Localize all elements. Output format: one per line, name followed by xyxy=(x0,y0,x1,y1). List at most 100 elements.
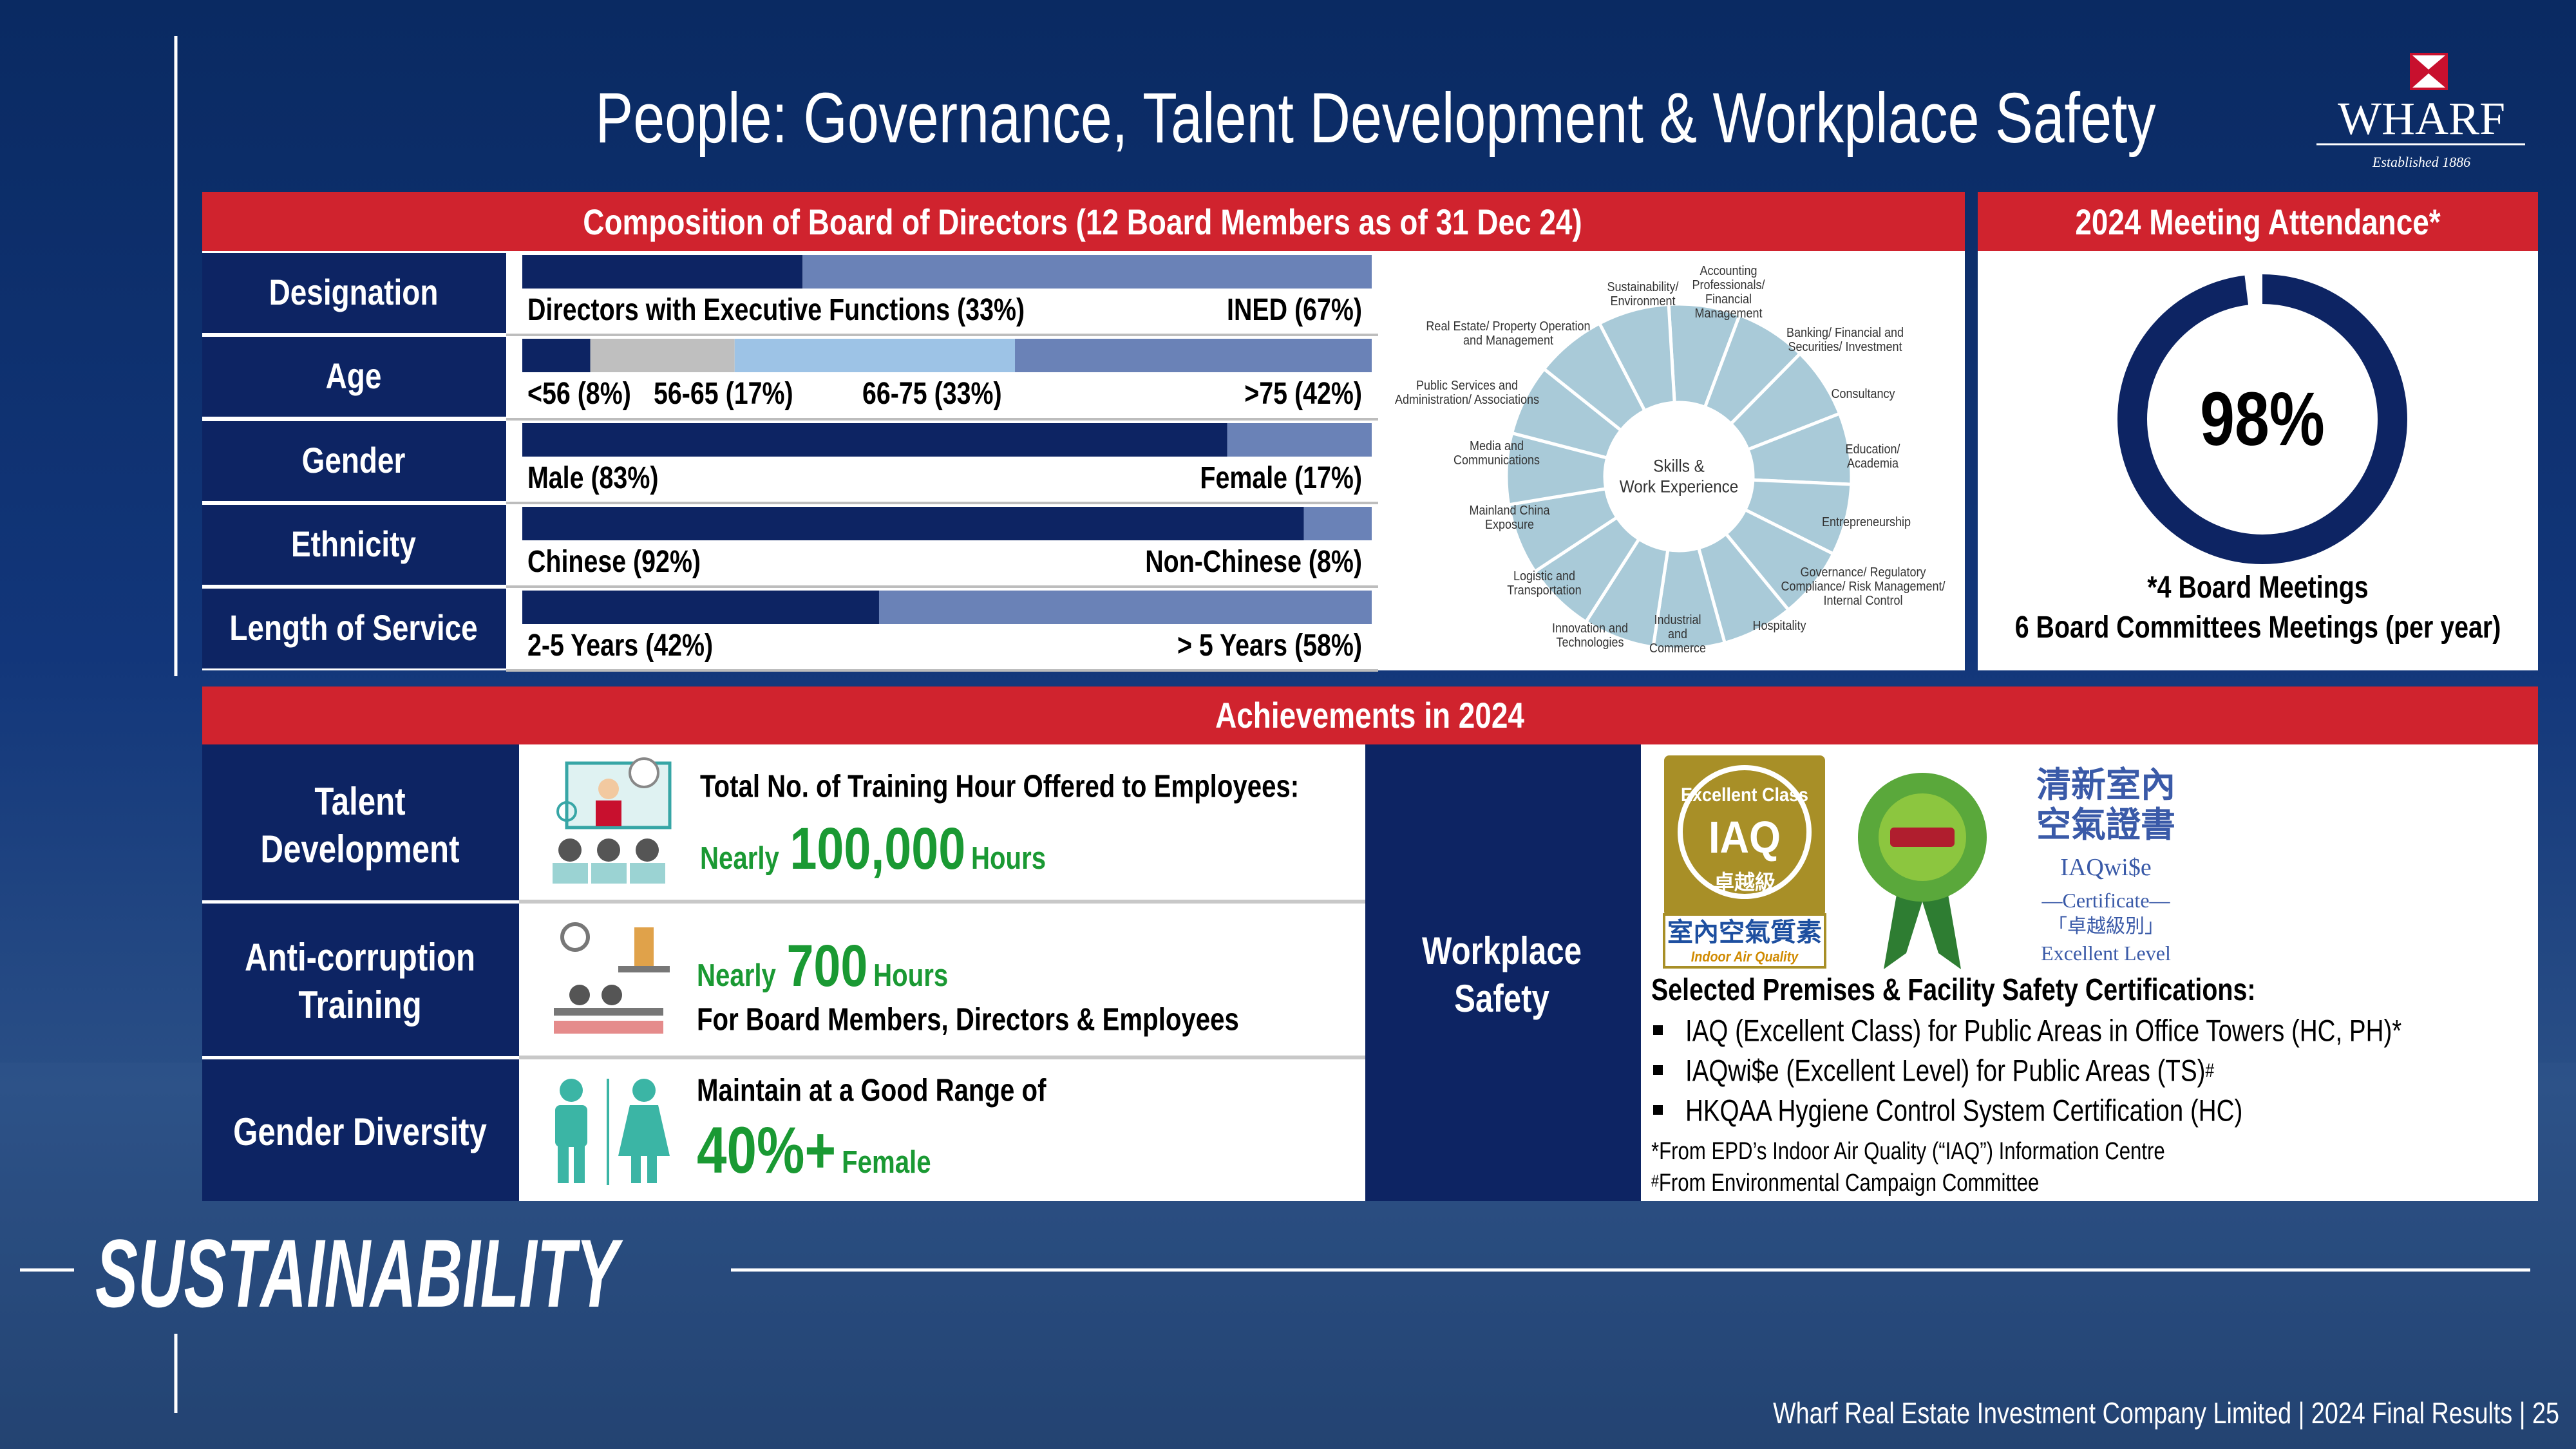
row-label: Anti-corruption xyxy=(244,936,476,979)
footer-source: Wharf Real Estate Investment Company Lim… xyxy=(1773,1396,2559,1430)
logo-text: 清新室內 xyxy=(2036,766,2175,804)
skill-label: Public Services and xyxy=(1416,379,1519,393)
skill-label: Logistic and xyxy=(1513,569,1576,583)
certification-item: IAQwi$e (Excellent Level) for Public Are… xyxy=(1685,1056,2214,1086)
logo-text: Indoor Air Quality xyxy=(1690,949,1799,965)
segment-label: >75 (42%) xyxy=(1244,377,1362,411)
skill-label: Professionals/ xyxy=(1692,278,1765,292)
bar-segment xyxy=(802,255,1372,289)
achievement-heading: Maintain at a Good Range of xyxy=(697,1073,1046,1108)
logo-text: IAQ xyxy=(1708,812,1781,862)
row-label-cell xyxy=(202,337,506,417)
certification-item: IAQ (Excellent Class) for Public Areas i… xyxy=(1685,1016,2401,1046)
training-icon xyxy=(553,757,672,884)
skill-label: Financial xyxy=(1705,292,1752,307)
certification-heading: Selected Premises & Facility Safety Cert… xyxy=(1651,973,2256,1007)
segment-label: Non-Chinese (8%) xyxy=(1145,545,1362,579)
panel xyxy=(1978,251,2538,670)
skill-label: Administration/ Associations xyxy=(1394,393,1540,407)
logo-text: 空氣證書 xyxy=(2036,806,2175,844)
row-label: Gender xyxy=(301,440,406,480)
bar-segment xyxy=(1303,507,1372,540)
iaq-logo xyxy=(1663,755,1826,969)
attendance-note: 6 Board Committees Meetings (per year) xyxy=(2014,611,2501,645)
row-label: Workplace xyxy=(1422,929,1582,972)
text-part: Hours xyxy=(873,958,949,993)
segment-label: INED (67%) xyxy=(1227,293,1362,327)
label-cell xyxy=(202,744,519,900)
segment-label: 2-5 Years (42%) xyxy=(527,629,714,663)
row-label-cell xyxy=(202,505,506,585)
skill-label: Mainland China xyxy=(1469,504,1550,518)
text-part: *From EPD’s Indoor Air Quality (“IAQ”) I… xyxy=(1651,1138,2165,1165)
logo-text: —Certificate— xyxy=(2041,889,2170,912)
section-header xyxy=(202,687,2538,744)
text-part: IAQwi$e (Excellent Level) for Public Are… xyxy=(1685,1053,2206,1088)
skill-label: Media and xyxy=(1469,439,1524,453)
attendance-arc xyxy=(2117,274,2407,564)
skill-label: Exposure xyxy=(1484,518,1535,532)
row-label: Designation xyxy=(269,272,439,312)
skill-label: Communications xyxy=(1453,453,1540,468)
bullet xyxy=(1653,1105,1663,1115)
seal-logo xyxy=(1858,773,1987,969)
logo-text: 「卓越級別」 xyxy=(2048,916,2164,937)
label-cell xyxy=(202,904,519,1056)
logo-text: Excellent Level xyxy=(2041,942,2171,965)
skill-label: Accounting xyxy=(1700,264,1757,278)
label-cell xyxy=(202,1059,519,1201)
segment-label: 66-75 (33%) xyxy=(862,377,1002,411)
text-part: 40%+ xyxy=(697,1113,837,1187)
attendance-note: *4 Board Meetings xyxy=(2147,571,2369,605)
skill-label: Education/ xyxy=(1845,442,1900,457)
skill-label: Compliance/ Risk Management/ xyxy=(1781,580,1946,594)
superscript: # xyxy=(2205,1060,2215,1082)
skill-label: Real Estate/ Property Operation xyxy=(1426,319,1591,334)
text-part: Nearly xyxy=(700,841,779,876)
row-label: Length of Service xyxy=(229,607,478,648)
row-label: Development xyxy=(260,828,460,871)
achievement-figure: Nearly 700 Hours xyxy=(697,936,948,996)
row-label: Talent xyxy=(314,780,406,823)
bar-segment xyxy=(522,507,1304,540)
row-label: Training xyxy=(298,983,422,1027)
skill-label: Technologies xyxy=(1556,636,1624,650)
section-title: 2024 Meeting Attendance* xyxy=(2075,202,2441,242)
skill-label: Banking/ Financial and xyxy=(1786,326,1904,340)
skill-label: Consultancy xyxy=(1831,387,1895,401)
segment-label: Directors with Executive Functions (33%) xyxy=(527,293,1025,327)
skill-label: and xyxy=(1667,627,1688,641)
logo-name: WHARF xyxy=(2337,93,2506,144)
skill-label: Internal Control xyxy=(1823,594,1903,608)
skill-label: Sustainability/ xyxy=(1607,280,1679,294)
logo-mark xyxy=(2412,73,2445,88)
wheel-center-label: Work Experience xyxy=(1619,477,1739,497)
wheel-center xyxy=(1607,405,1750,548)
skill-label: Management xyxy=(1694,307,1763,321)
attendance-rate: 98% xyxy=(2200,377,2325,462)
bar-segment xyxy=(522,423,1227,457)
row-label: Ethnicity xyxy=(291,524,416,564)
segment-label: <56 (8%) xyxy=(527,377,631,411)
segment-label: Male (83%) xyxy=(527,461,659,495)
logo-tagline: Established 1886 xyxy=(2372,154,2471,170)
text-part: Female xyxy=(842,1145,931,1180)
row-label: Gender Diversity xyxy=(233,1110,487,1153)
text-part: Nearly xyxy=(697,958,776,993)
segment-label: Chinese (92%) xyxy=(527,545,701,579)
section-header xyxy=(202,192,1965,251)
bar-segment xyxy=(878,591,1372,624)
achievement-figure: 40%+ Female xyxy=(697,1117,931,1183)
logo-text: 卓越級 xyxy=(1713,871,1776,894)
bar-segment xyxy=(1227,423,1372,457)
skill-label: Academia xyxy=(1846,457,1899,471)
skill-label: Commerce xyxy=(1649,641,1707,656)
skill-label: Transportation xyxy=(1507,583,1582,598)
bullet xyxy=(1653,1025,1663,1035)
segment-label: 56-65 (17%) xyxy=(654,377,793,411)
bar-segment xyxy=(590,339,735,372)
skill-label: Entrepreneurship xyxy=(1821,515,1911,529)
section-title: Composition of Board of Directors (12 Bo… xyxy=(583,202,1582,242)
